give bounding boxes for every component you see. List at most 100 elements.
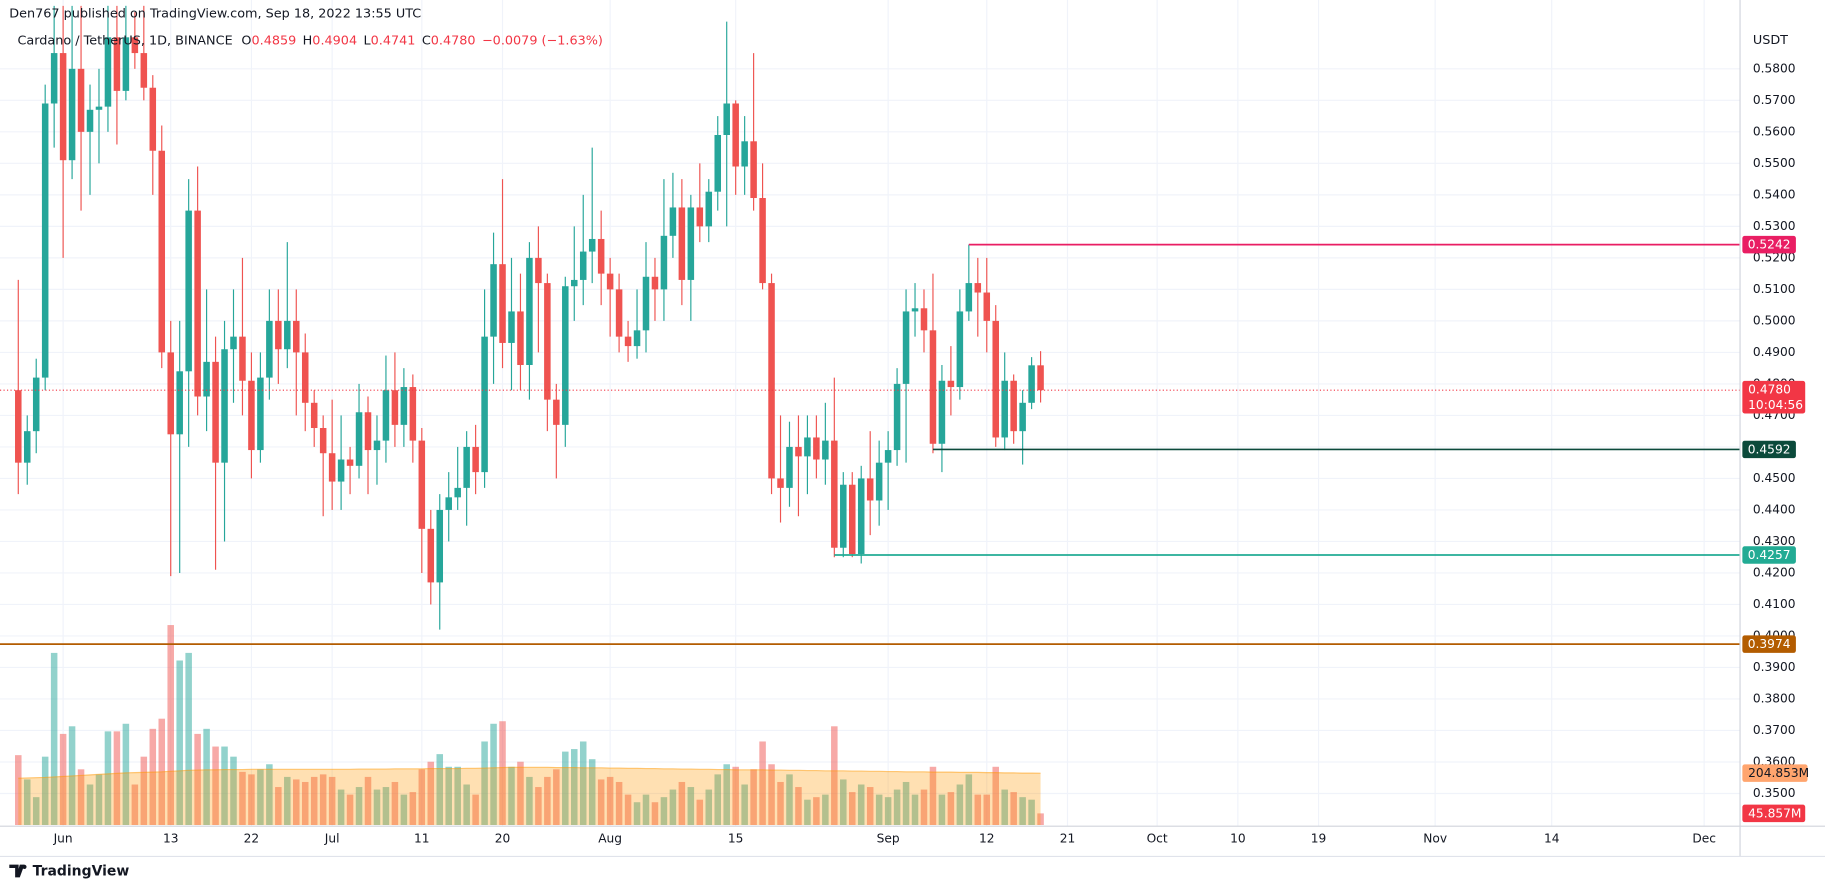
candle-body — [203, 361, 210, 397]
price-unit: USDT — [1753, 33, 1788, 48]
candle-body — [418, 440, 426, 529]
volume-bar — [463, 784, 470, 826]
ohlc-value: 0.4859 — [251, 33, 296, 48]
candle-body — [212, 361, 219, 463]
candle-body — [902, 311, 910, 384]
candle-body — [732, 103, 739, 167]
volume-bar — [221, 746, 228, 826]
candle-body — [50, 53, 58, 104]
candle-body — [938, 380, 946, 444]
volume-bar — [535, 787, 542, 826]
candle-body — [606, 273, 614, 290]
level-label: 0.4257 — [1748, 548, 1791, 562]
volume-bar — [974, 794, 982, 826]
volume-bar — [212, 746, 219, 826]
candle-body — [481, 336, 488, 473]
candle-body — [364, 412, 372, 451]
volume-bar — [230, 756, 237, 826]
level-label: 0.5242 — [1748, 238, 1791, 252]
volume-bar — [472, 794, 479, 826]
candle-body — [911, 308, 919, 312]
candle-body — [992, 320, 999, 438]
ohlc-key: O — [241, 33, 251, 48]
y-tick-label: 0.5200 — [1753, 250, 1796, 264]
volume-bar — [992, 766, 999, 826]
last-price-label: 0.4780 — [1748, 383, 1791, 397]
level-label-bg — [1742, 235, 1796, 254]
volume-bar — [1028, 799, 1035, 826]
candle-body — [445, 497, 452, 510]
volume-bar — [409, 792, 417, 826]
published-note: Den767 published on TradingView.com, Sep… — [9, 6, 421, 21]
candle-body — [974, 283, 982, 293]
candle-body — [1028, 365, 1035, 403]
candle-body — [15, 390, 22, 463]
candle-body — [615, 289, 623, 337]
candle-body — [373, 440, 381, 451]
candle-body — [221, 349, 228, 463]
candle-body — [723, 103, 730, 135]
ohlc-key: C — [422, 33, 431, 48]
x-tick-label: 14 — [1544, 831, 1560, 845]
level-label: 0.4592 — [1748, 443, 1791, 457]
volume-bar — [176, 660, 183, 826]
candle-body — [319, 428, 327, 454]
volume-bar — [902, 781, 910, 826]
x-tick-label: 13 — [163, 831, 179, 845]
candle-body — [86, 109, 94, 132]
volume-bar — [140, 756, 148, 826]
x-tick-label: Jun — [53, 831, 73, 845]
candle-body — [579, 251, 587, 280]
volume-bar — [328, 776, 336, 826]
candle-body — [328, 453, 336, 482]
x-tick-label: 12 — [979, 831, 995, 845]
candle-body — [884, 450, 892, 463]
volume-bar — [571, 749, 578, 826]
candle-body — [77, 68, 85, 132]
y-tick-label: 0.5500 — [1753, 156, 1796, 170]
candle-body — [813, 437, 820, 460]
last-price-bg — [1742, 380, 1806, 414]
candle-body — [355, 412, 363, 466]
volume-bar — [490, 723, 497, 826]
grid — [0, 0, 1741, 827]
candle-body — [266, 320, 273, 378]
x-tick-label: 10 — [1230, 831, 1246, 845]
volume-bar — [723, 764, 730, 826]
candle-body — [301, 352, 309, 403]
y-tick-label: 0.5300 — [1753, 219, 1796, 233]
candle-body — [499, 264, 506, 343]
time-axis-panel — [0, 826, 1825, 889]
volume-bar — [508, 766, 515, 826]
volume-bar — [167, 625, 174, 826]
volume-bar — [866, 787, 874, 826]
y-tick-label: 0.4400 — [1753, 502, 1796, 516]
candle-body — [382, 390, 390, 441]
candle-body — [59, 53, 67, 161]
candle-body — [795, 446, 802, 457]
candle-body — [409, 387, 417, 441]
volume-bar — [759, 741, 766, 826]
candle-body — [714, 134, 722, 192]
x-tick-label: Oct — [1147, 831, 1168, 845]
candle-body — [140, 53, 148, 88]
volume-bar — [15, 755, 22, 826]
volume-bar — [795, 787, 802, 826]
volume-bar — [373, 789, 381, 826]
volume-bar — [929, 766, 937, 826]
volume-bar — [293, 779, 300, 826]
volume-bar — [104, 731, 112, 826]
candle-body — [472, 446, 479, 473]
volume-bar — [768, 764, 775, 826]
volume-bar — [893, 789, 901, 826]
candle-body — [310, 402, 318, 429]
y-tick-label: 0.4900 — [1753, 345, 1796, 359]
volume-bar — [319, 774, 327, 826]
candle-body — [893, 383, 901, 451]
candle-body — [508, 311, 515, 343]
volume-bar — [884, 797, 892, 826]
candle-body — [248, 380, 255, 451]
volume-bar — [651, 802, 659, 826]
candle-body — [965, 283, 973, 312]
volume-bar — [705, 789, 713, 826]
